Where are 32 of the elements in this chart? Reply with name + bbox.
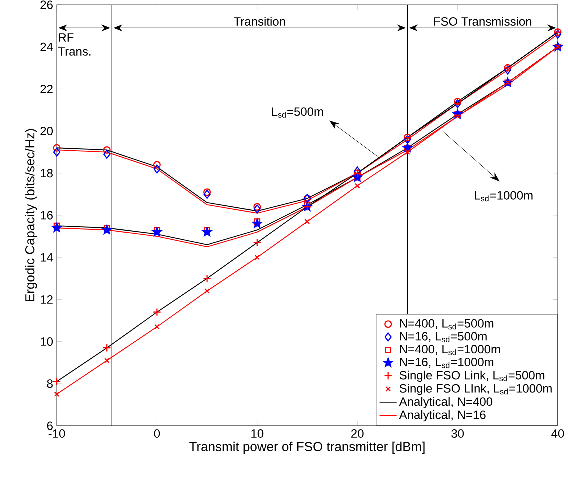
legend-label: Analytical, N=400 [399,397,493,408]
legend-label: Single FSO LInk, L$_{sd}$=1000m [400,384,552,396]
x-tick-label: 40 [552,430,564,438]
y-tick-label: 6 [47,422,53,430]
legend-label: Analytical, N=16 [399,410,486,422]
legend-label: N=16, L$_{sd}$=1000m [400,358,494,368]
x-tick-label: 30 [452,430,464,438]
y-tick-label: 24 [40,42,54,52]
legend-label: N=16, L$_{sd}$=500m [400,332,487,343]
annotation: RF Trans. [58,34,91,56]
y-tick-label: 14 [41,253,54,262]
x-axis-title: Transmit power of FSO transmitter [dBm] [190,442,425,454]
annotation: FSO Transmission [434,17,532,26]
x-tick-label: 20 [352,430,364,438]
legend-label: N=400, L$_{sd}$=500m [400,319,494,330]
y-tick-label: 8 [47,380,53,388]
annotation: L$_{sd}$=1000m [475,191,533,202]
y-tick-label: 26 [40,0,53,10]
x-tick-label: 10 [252,430,264,438]
legend-label: N=400, L$_{sd}$=1000m [400,345,500,356]
y-tick-label: 22 [40,85,53,94]
x-tick-label: 0 [154,430,160,438]
y-tick-label: 16 [41,211,53,220]
x-tick-label: -10 [48,430,66,438]
legend-label: Single FSO Link, L$_{sd}$=500m [400,370,545,382]
y-tick-label: 10 [41,338,54,346]
annotation: Transition [234,17,286,26]
y-tick-label: 12 [41,296,53,304]
annotation: L$_{sd}$=500m [272,108,324,118]
y-axis-title: Ergodic Capacity (bits/sec/Hz) [25,129,38,302]
y-tick-label: 18 [41,169,53,178]
y-tick-label: 20 [40,127,54,136]
